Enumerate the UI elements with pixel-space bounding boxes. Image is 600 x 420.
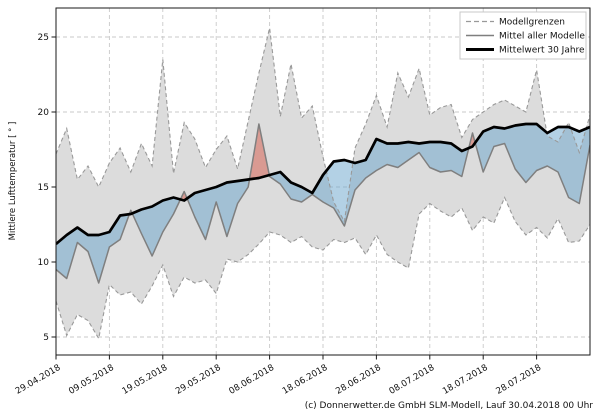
x-tick-label: 28.06.2018	[334, 363, 383, 397]
x-tick-label: 18.06.2018	[281, 363, 330, 397]
model-bounds-lower-line	[56, 196, 590, 341]
x-tick-label: 08.07.2018	[388, 363, 437, 397]
legend-item-mittel-modelle: Mittel aller Modelle	[466, 32, 585, 42]
y-tick-label: 15	[38, 183, 49, 193]
legend-label: Modellgrenzen	[499, 18, 565, 28]
y-axis-label: Mittlere Lufttemperatur [ ° ]	[8, 122, 18, 241]
y-tick-label: 5	[43, 333, 49, 343]
y-tick-label: 20	[38, 108, 50, 118]
y-tick-label: 25	[38, 33, 49, 43]
legend-label: Mittelwert 30 Jahre	[499, 46, 585, 56]
x-tick-label: 29.04.2018	[14, 363, 63, 397]
x-tick-label: 28.07.2018	[494, 363, 543, 397]
credit-text: (c) Donnerwetter.de GmbH SLM-Modell, Lau…	[304, 401, 593, 411]
legend: Modellgrenzen Mittel aller Modelle Mittelw…	[459, 11, 587, 60]
x-tick-label: 08.06.2018	[227, 363, 276, 397]
plot-area	[56, 8, 590, 355]
y-tick-label: 10	[38, 258, 50, 268]
climate-mean-line	[56, 122, 590, 246]
below-normal-fill	[56, 124, 590, 283]
legend-item-modellgrenzen: Modellgrenzen	[466, 18, 565, 28]
x-tick-label: 29.05.2018	[174, 363, 223, 397]
legend-label: Mittel aller Modelle	[499, 32, 585, 42]
model-bounds-upper-line	[56, 27, 590, 224]
x-tick-label: 09.05.2018	[67, 363, 116, 397]
x-tick-label: 18.07.2018	[441, 363, 490, 397]
legend-item-mittelwert-30j: Mittelwert 30 Jahre	[466, 46, 585, 56]
x-tick-label: 19.05.2018	[121, 363, 170, 397]
model-mean-line	[56, 123, 590, 284]
